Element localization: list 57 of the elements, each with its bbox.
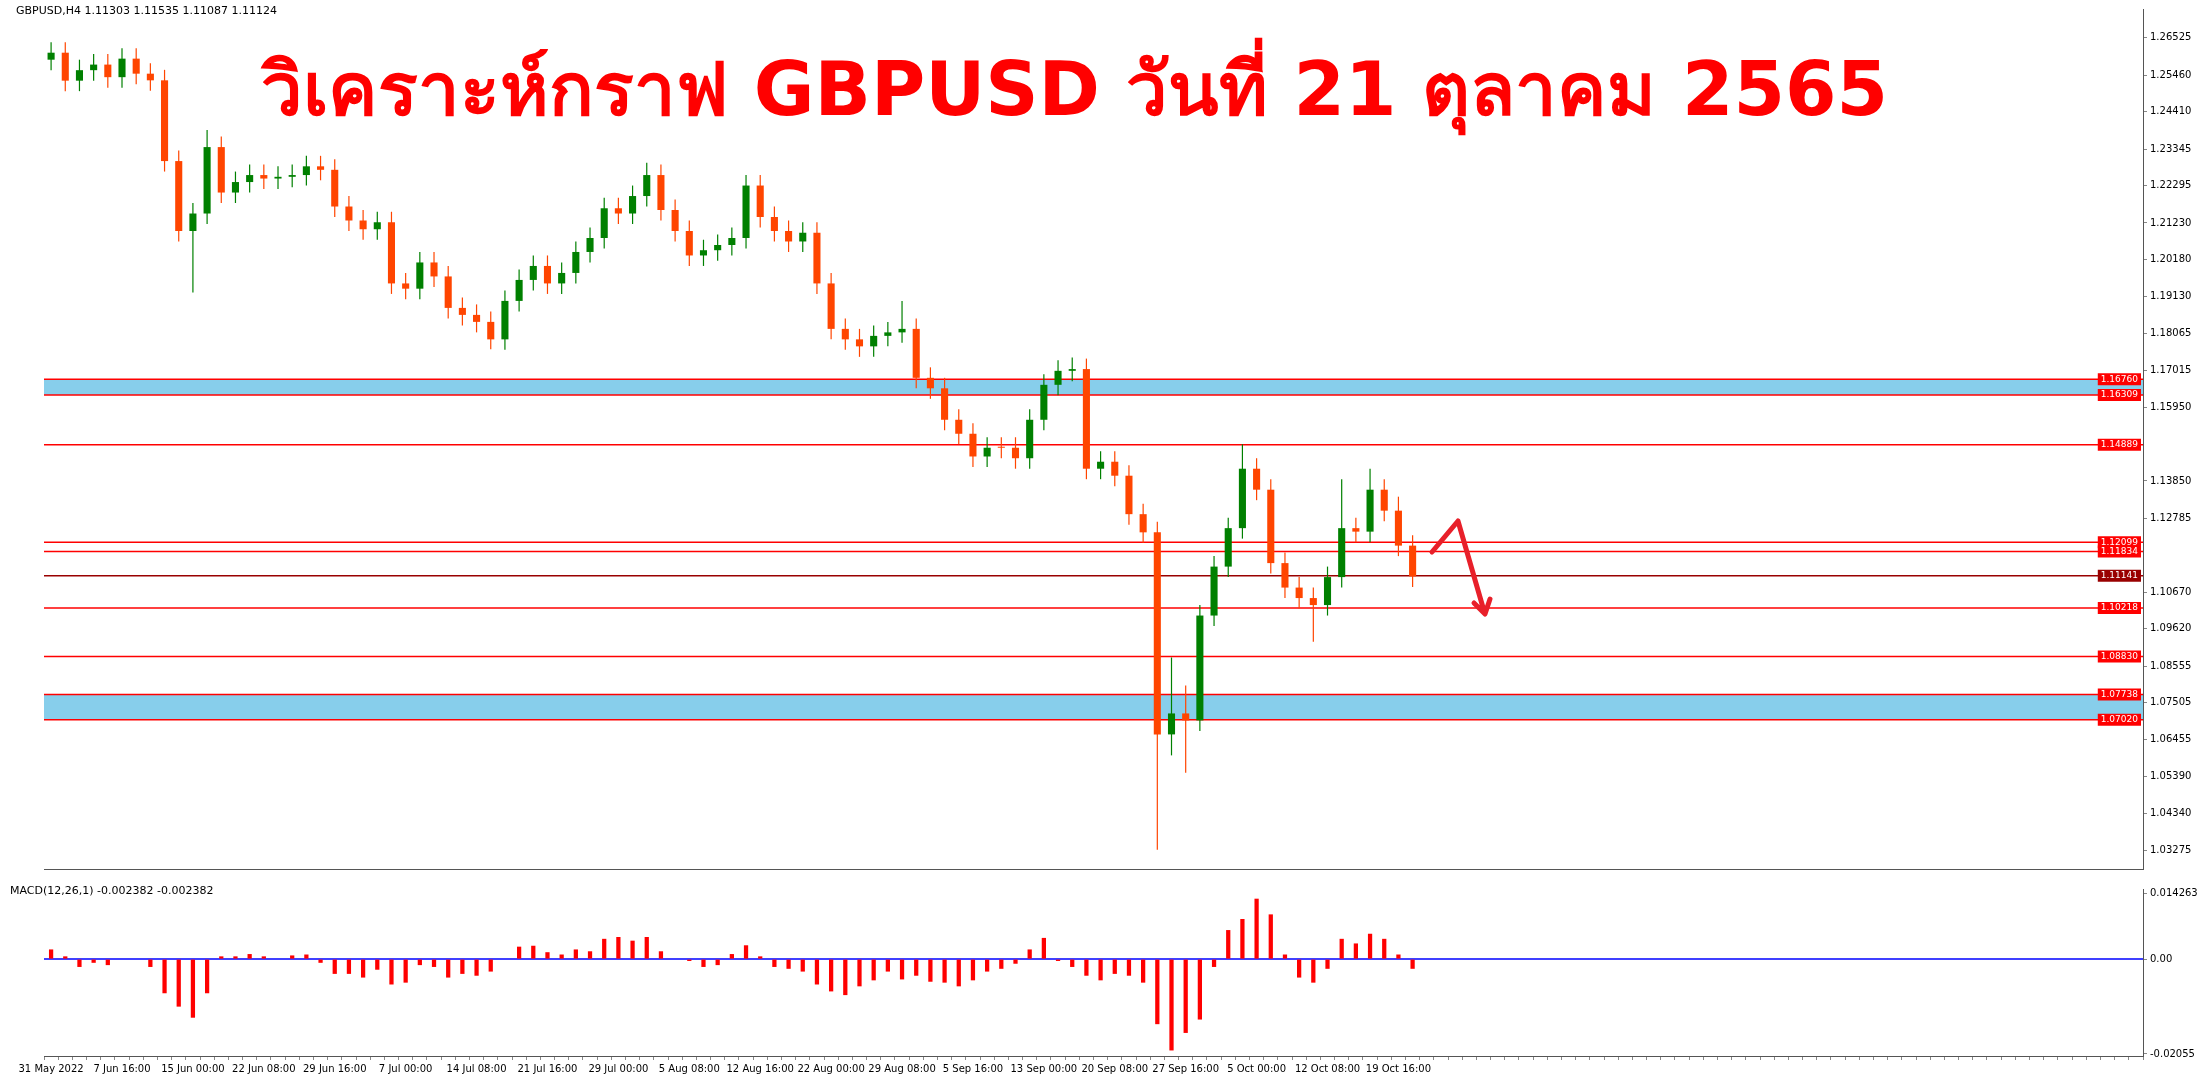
y-tick-label: 1.22295: [2150, 179, 2192, 191]
y-tick-label: 1.26525: [2150, 31, 2192, 43]
ref-line-label: 1.11141: [2100, 570, 2138, 580]
y-tick-label: 1.04340: [2150, 807, 2192, 819]
ref-line-label: 1.16760: [2100, 373, 2139, 384]
y-tick-label: 1.03275: [2150, 844, 2192, 856]
x-tick-label: 14 Jul 08:00: [446, 1062, 507, 1074]
ref-line-label: 1.08830: [2100, 650, 2139, 661]
y-tick-label: 1.12785: [2150, 511, 2192, 523]
x-tick-label: 22 Jun 08:00: [232, 1062, 296, 1074]
x-tick-label: 29 Jun 16:00: [302, 1062, 367, 1074]
x-tick-label: 27 Sep 16:00: [1152, 1062, 1220, 1074]
chart-title: MACD(12,26,1) -0.002382 -0.002382: [10, 884, 214, 897]
text: วิเคราะห์กราฟ GBPUSD วันที่ 21 ตุลาคม 2565: [260, 36, 1889, 138]
ref-line-label: 1.12099: [2100, 536, 2139, 547]
x-tick-label: 13 Sep 00:00: [1010, 1062, 1078, 1074]
y-tick-label: 1.15950: [2150, 401, 2192, 413]
y-tick-label: 1.10670: [2150, 585, 2192, 597]
x-tick-label: 20 Sep 08:00: [1081, 1062, 1149, 1074]
y-tick-label: 1.24410: [2150, 105, 2192, 117]
x-tick-label: 7 Jun 16:00: [93, 1062, 151, 1074]
x-tick-label: 12 Aug 16:00: [726, 1062, 794, 1074]
x-tick-label: 29 Jul 00:00: [588, 1062, 649, 1074]
x-tick-label: 31 May 2022: [18, 1062, 84, 1074]
x-tick-label: 5 Aug 08:00: [658, 1062, 720, 1074]
y-tick-label: -0.02055: [2150, 1047, 2195, 1059]
x-tick-label: 5 Sep 16:00: [942, 1062, 1004, 1074]
x-tick-label: 29 Aug 08:00: [868, 1062, 936, 1074]
x-tick-label: 7 Jul 00:00: [378, 1062, 433, 1074]
y-tick-label: 1.23345: [2150, 142, 2192, 154]
y-tick-label: 1.06455: [2150, 733, 2192, 745]
x-tick-label: 12 Oct 08:00: [1294, 1062, 1361, 1074]
y-tick-label: 1.08555: [2150, 659, 2192, 671]
y-tick-label: 1.09620: [2150, 622, 2192, 634]
y-tick-label: 1.07505: [2150, 696, 2192, 708]
x-tick-label: 22 Aug 00:00: [797, 1062, 865, 1074]
ref-line-label: 1.07020: [2100, 714, 2139, 725]
y-tick-label: 1.18065: [2150, 327, 2192, 339]
x-tick-label: 15 Jun 00:00: [161, 1062, 225, 1074]
y-tick-label: 1.17015: [2150, 363, 2192, 375]
ref-line-label: 1.14889: [2100, 438, 2139, 449]
ref-line-label: 1.10218: [2100, 602, 2139, 613]
y-tick-label: 0.00: [2150, 952, 2173, 964]
x-tick-label: 21 Jul 16:00: [517, 1062, 578, 1074]
y-tick-label: 1.13850: [2150, 474, 2192, 486]
chart-subtitle: GBPUSD,H4 1.11303 1.11535 1.11087 1.11124: [16, 4, 277, 17]
y-tick-label: 1.21230: [2150, 216, 2192, 228]
x-tick-label: 19 Oct 16:00: [1365, 1062, 1432, 1074]
x-tick-label: 5 Oct 00:00: [1227, 1062, 1287, 1074]
y-tick-label: 1.20180: [2150, 253, 2192, 265]
ref-line-label: 1.16309: [2100, 389, 2139, 400]
ref-line-label: 1.07738: [2100, 688, 2139, 699]
ref-line-label: 1.11834: [2100, 545, 2139, 556]
y-tick-label: 1.19130: [2150, 289, 2192, 301]
y-tick-label: 0.014263: [2150, 886, 2198, 898]
y-tick-label: 1.05390: [2150, 770, 2192, 782]
y-tick-label: 1.25460: [2150, 68, 2192, 80]
